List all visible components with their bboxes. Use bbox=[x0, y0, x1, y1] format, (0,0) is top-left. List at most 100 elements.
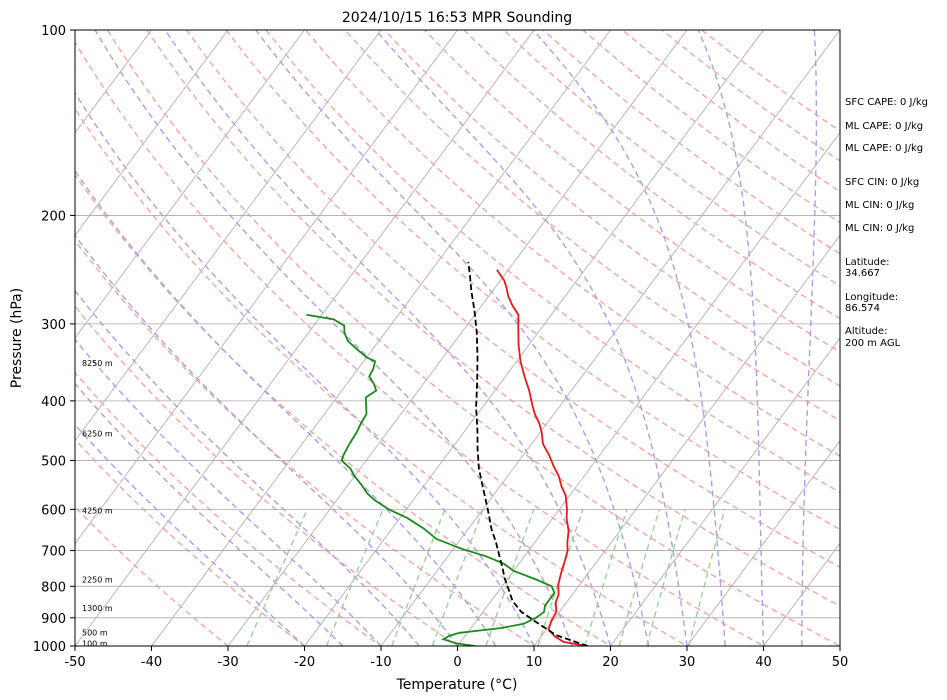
info-line: ML CAPE: 0 J/kg bbox=[845, 121, 923, 132]
isotherm bbox=[75, 30, 152, 134]
x-tick-label: 30 bbox=[679, 655, 696, 670]
info-line: 200 m AGL bbox=[845, 338, 901, 349]
chart-title: 2024/10/15 16:53 MPR Sounding bbox=[342, 10, 572, 26]
y-tick-label: 400 bbox=[41, 395, 66, 410]
dry-adiabat bbox=[75, 239, 536, 646]
dry-adiabat bbox=[75, 107, 689, 646]
isotherm bbox=[75, 30, 305, 339]
x-tick-label: 0 bbox=[453, 655, 461, 670]
info-line: 34.667 bbox=[845, 268, 880, 279]
dry-adiabat bbox=[384, 30, 840, 387]
info-line: ML CIN: 0 J/kg bbox=[845, 223, 914, 234]
dry-adiabat bbox=[75, 40, 765, 646]
altitude-label: 8250 m bbox=[82, 359, 113, 368]
isotherm bbox=[75, 30, 458, 545]
isotherm bbox=[686, 440, 840, 646]
moist-adiabat bbox=[75, 169, 497, 646]
x-tick-label: -30 bbox=[217, 655, 238, 670]
dry-adiabat bbox=[75, 305, 459, 646]
isotherm bbox=[227, 30, 688, 646]
isotherm bbox=[75, 30, 382, 442]
mixing-ratio-line bbox=[246, 509, 309, 646]
temperature-line bbox=[496, 269, 588, 646]
moist-adiabat bbox=[255, 30, 650, 646]
info-line: ML CAPE: 0 J/kg bbox=[845, 143, 923, 154]
moist-adiabat bbox=[75, 338, 382, 646]
dry-adiabat bbox=[423, 30, 840, 353]
y-tick-label: 800 bbox=[41, 580, 66, 595]
info-line: 86.574 bbox=[845, 303, 880, 314]
y-tick-label: 200 bbox=[41, 209, 66, 224]
moist-adiabat bbox=[94, 30, 573, 646]
dry-adiabat bbox=[265, 30, 840, 494]
profile-lines bbox=[306, 261, 588, 646]
y-tick-label: 300 bbox=[41, 318, 66, 333]
isotherm bbox=[763, 542, 840, 646]
isotherm bbox=[75, 30, 535, 646]
dry-adiabat bbox=[75, 371, 383, 646]
info-line: Longitude: bbox=[845, 292, 898, 303]
info-panel: SFC CAPE: 0 J/kg ML CAPE: 0 J/kg ML CAPE: … bbox=[845, 97, 928, 349]
dry-adiabat bbox=[146, 30, 840, 607]
moist-adiabat bbox=[375, 30, 688, 646]
x-tick-label: -50 bbox=[64, 655, 85, 670]
altitude-label: 500 m bbox=[82, 628, 108, 637]
y-tick-label: 500 bbox=[41, 455, 66, 470]
mixing-ratio-line bbox=[688, 509, 726, 646]
moist-adiabat bbox=[75, 382, 344, 646]
dry-adiabat bbox=[106, 30, 840, 646]
y-tick-label: 100 bbox=[41, 24, 66, 39]
x-axis-label: Temperature (°C) bbox=[396, 677, 518, 693]
y-axis: 100 200 300 400 500 600 700 800 900 1000 bbox=[33, 24, 75, 655]
info-line: ML CIN: 0 J/kg bbox=[845, 200, 914, 211]
mixing-ratio-line bbox=[584, 509, 628, 646]
isotherm bbox=[610, 337, 840, 646]
dry-adiabat bbox=[75, 505, 230, 646]
altitude-label: 1300 m bbox=[82, 604, 113, 613]
x-tick-label: 10 bbox=[526, 655, 543, 670]
moist-adiabat bbox=[697, 30, 765, 646]
altitude-label: 100 m bbox=[82, 639, 108, 648]
x-tick-label: 40 bbox=[755, 655, 772, 670]
info-line: Latitude: bbox=[845, 257, 890, 268]
mixing-ratio-line bbox=[431, 509, 484, 646]
dry-adiabat bbox=[75, 438, 306, 646]
isotherm bbox=[304, 30, 764, 646]
isotherm bbox=[907, 16, 947, 659]
y-tick-label: 600 bbox=[41, 503, 66, 518]
dewpoint-line bbox=[306, 313, 556, 646]
parcel-line bbox=[467, 261, 588, 646]
info-line: SFC CIN: 0 J/kg bbox=[845, 177, 919, 188]
altitude-labels: 100 m 500 m 1300 m 2250 m 4250 m 6250 m 8250 m bbox=[82, 359, 113, 648]
isotherm bbox=[0, 16, 9, 659]
moist-adiabat bbox=[75, 234, 459, 646]
y-tick-label: 700 bbox=[41, 545, 66, 560]
mixing-ratio-line bbox=[645, 509, 686, 646]
y-axis-label: Pressure (hPa) bbox=[9, 288, 25, 388]
x-tick-label: -40 bbox=[141, 655, 162, 670]
y-tick-label: 1000 bbox=[33, 640, 66, 655]
altitude-label: 6250 m bbox=[82, 430, 113, 439]
mixing-ratio-line bbox=[391, 509, 446, 646]
dry-adiabat bbox=[463, 30, 840, 320]
background-lines bbox=[0, 16, 947, 659]
isotherm bbox=[151, 30, 611, 646]
altitude-label: 2250 m bbox=[82, 576, 113, 585]
moist-adiabat bbox=[75, 91, 535, 646]
info-line: SFC CAPE: 0 J/kg bbox=[845, 97, 928, 108]
dry-adiabat bbox=[186, 30, 840, 569]
isotherm bbox=[75, 30, 229, 237]
x-tick-label: -10 bbox=[370, 655, 391, 670]
y-tick-label: 900 bbox=[41, 612, 66, 627]
x-tick-label: 20 bbox=[602, 655, 619, 670]
x-axis: -50 -40 -30 -20 -10 0 10 20 30 40 50 bbox=[64, 646, 848, 670]
moist-adiabat bbox=[164, 30, 612, 646]
moist-adiabat bbox=[75, 423, 305, 646]
moist-adiabat bbox=[801, 30, 818, 646]
dry-adiabat bbox=[225, 30, 840, 531]
moist-adiabat bbox=[532, 30, 726, 646]
dry-adiabat bbox=[75, 173, 612, 646]
dry-adiabat bbox=[304, 30, 840, 457]
x-tick-label: -20 bbox=[294, 655, 315, 670]
